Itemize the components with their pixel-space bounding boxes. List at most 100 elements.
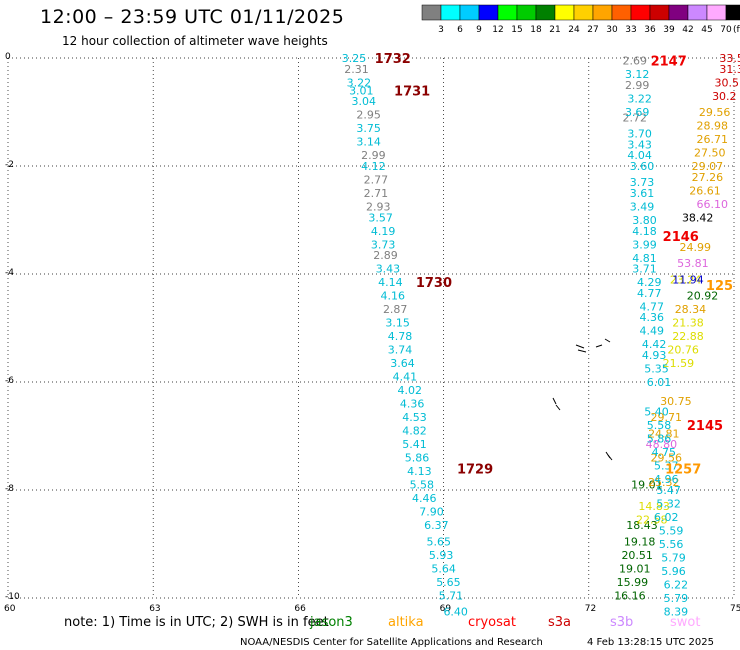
colorbar-tick-label: 36 (644, 25, 656, 35)
data-label: 20.51 (621, 549, 653, 562)
x-tick-label: 75 (730, 604, 740, 614)
data-label: 5.96 (661, 565, 686, 578)
data-label: 3.64 (390, 357, 415, 370)
data-label: 6.37 (424, 519, 449, 532)
coastline-island (595, 344, 603, 348)
data-label: 19.18 (624, 535, 656, 548)
y-tick-label: -4 (5, 268, 14, 278)
data-label: 29.07 (692, 160, 724, 173)
data-label: 5.79 (664, 592, 689, 605)
time-label: 1732 (375, 52, 411, 67)
data-label: 4.77 (639, 300, 664, 313)
data-label: 2.71 (364, 187, 389, 200)
data-label: 3.73 (371, 238, 396, 251)
colorbar-tick-label: 42 (682, 25, 693, 35)
data-label: 27.50 (694, 147, 726, 160)
data-label: 3.12 (625, 68, 650, 81)
colorbar-swatch (459, 4, 480, 21)
data-label: 4.29 (637, 276, 662, 289)
x-tick-label: 60 (4, 604, 16, 614)
colorbar-swatch (478, 4, 499, 21)
data-label: 5.41 (402, 438, 427, 451)
time-label: 2146 (663, 230, 699, 245)
data-label: 25.32 (648, 476, 680, 489)
chart-subtitle: 12 hour collection of altimeter wave hei… (62, 34, 328, 48)
data-label: 3.69 (625, 106, 650, 119)
data-label: 6.22 (664, 579, 689, 592)
data-label: 30.2 (712, 90, 737, 103)
data-label: 3.49 (630, 201, 655, 214)
data-label: 33.5 (719, 52, 740, 65)
data-label: 3.22 (627, 93, 652, 106)
data-label: 30.75 (660, 395, 692, 408)
y-tick-label: 0 (5, 52, 11, 62)
data-label: 5.47 (656, 484, 681, 497)
coastline-island (555, 404, 561, 411)
data-label: 20.92 (687, 290, 719, 303)
data-label: 21.38 (672, 317, 704, 330)
data-label: 2.93 (366, 201, 391, 214)
data-label: 5.58 (647, 419, 672, 432)
data-label: 29.56 (699, 106, 731, 119)
data-label: 5.65 (427, 535, 452, 548)
data-label: 6.01 (647, 376, 672, 389)
data-label: 3.75 (356, 122, 381, 135)
data-label: 19.01 (619, 562, 651, 575)
footer-timestamp: 4 Feb 13:28:15 UTC 2025 (587, 637, 714, 648)
colorbar-tick-label: 12 (492, 25, 503, 35)
colorbar-tick-label: 18 (530, 25, 542, 35)
colorbar-swatch (421, 4, 442, 21)
data-label: 29.56 (650, 452, 682, 465)
x-tick-label: 63 (149, 604, 160, 614)
data-label: 5.40 (644, 406, 669, 419)
colorbar-swatch (630, 4, 651, 21)
colorbar-swatch (592, 4, 613, 21)
data-label: 27.26 (692, 171, 724, 184)
colorbar-tick-label: 21 (549, 25, 560, 35)
data-label: 3.73 (630, 176, 655, 189)
coastline-island (575, 344, 585, 349)
data-label: 4.81 (632, 252, 657, 265)
colorbar-tick-label: 15 (511, 25, 522, 35)
legend-entry: cryosat (468, 615, 516, 630)
data-label: 26.61 (689, 184, 721, 197)
data-label: 4.93 (642, 349, 667, 362)
colorbar-swatch (611, 4, 632, 21)
x-tick-label: 69 (440, 604, 452, 614)
data-label: 5.71 (439, 589, 464, 602)
data-label: 2.77 (364, 174, 389, 187)
colorbar-swatch (725, 4, 740, 21)
colorbar-swatch (516, 4, 537, 21)
data-label: 66.10 (696, 198, 728, 211)
time-label: 1729 (457, 462, 493, 477)
data-label: 48.80 (646, 438, 678, 451)
legend-entry: swot (670, 615, 700, 630)
data-label: 5.35 (644, 363, 669, 376)
data-label: 2.87 (383, 303, 408, 316)
chart-title: 12:00 – 23:59 UTC 01/11/2025 (40, 6, 345, 28)
data-label: 2.69 (623, 55, 648, 68)
data-label: 5.58 (410, 479, 435, 492)
data-label: 4.75 (652, 446, 677, 459)
colorbar-swatch (440, 4, 461, 21)
data-label: 4.12 (361, 160, 386, 173)
data-label: 3.25 (342, 52, 367, 65)
data-label: 4.14 (378, 276, 403, 289)
data-label: 6.40 (443, 606, 468, 619)
data-label: 4.96 (654, 473, 679, 486)
data-label: 3.99 (632, 238, 657, 251)
data-label: 53.81 (677, 257, 709, 270)
colorbar-tick-label: 70 (720, 25, 732, 35)
data-label: 2.95 (356, 109, 381, 122)
data-label: 4.02 (397, 384, 422, 397)
x-tick-label: 66 (294, 604, 306, 614)
data-label: 5.86 (405, 452, 430, 465)
data-label: 3.22 (347, 76, 372, 89)
colorbar-swatch (497, 4, 518, 21)
data-label: 29.71 (650, 411, 682, 424)
data-label: 18.43 (626, 519, 658, 532)
data-label: 3.57 (368, 211, 393, 224)
data-label: 5.64 (431, 562, 456, 575)
colorbar-swatch (706, 4, 727, 21)
